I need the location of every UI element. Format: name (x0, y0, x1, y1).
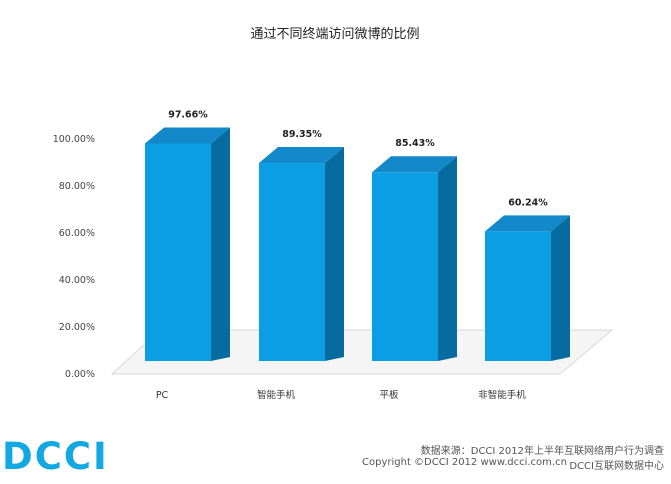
bar-front (259, 163, 325, 361)
footer: DCCI 数据来源：DCCI 2012年上半年互联网络用户行为调查 Copyri… (0, 424, 671, 484)
bar (372, 156, 457, 361)
bar-side (325, 147, 344, 361)
bar (145, 127, 230, 362)
chart-title: 通过不同终端访问微博的比例 (250, 26, 419, 42)
data-label: 85.43% (395, 138, 435, 149)
x-tick-label: 平板 (379, 389, 399, 401)
bar-top (372, 156, 457, 173)
y-tick-label: 20.00% (59, 322, 95, 333)
dcci-logo: DCCI (2, 435, 109, 478)
bar-side (438, 156, 457, 361)
copyright-text: Copyright ©DCCI 2012 www.dcci.com.cn (362, 457, 567, 468)
data-label: 97.66% (168, 109, 208, 120)
y-tick-label: 0.00% (65, 369, 95, 380)
bars (145, 127, 570, 362)
bar-chart: 通过不同终端访问微博的比例 0.00% 20.00% 40.00% 60.00% 80.… (53, 26, 614, 401)
y-tick-label: 100.00% (53, 134, 95, 145)
source-note: 数据来源：DCCI 2012年上半年互联网络用户行为调查 (420, 446, 664, 457)
data-label: 60.24% (508, 197, 548, 208)
bar-side (551, 215, 570, 361)
bar-front (485, 231, 551, 361)
value-labels: 97.66% 89.35% 85.43% 60.24% (168, 109, 548, 208)
x-axis: PC 智能手机 平板 非智能手机 (156, 389, 526, 401)
y-axis: 0.00% 20.00% 40.00% 60.00% 80.00% 100.00% (53, 134, 95, 380)
bar-top (145, 127, 230, 144)
data-label: 89.35% (282, 129, 322, 140)
y-tick-label: 80.00% (59, 181, 95, 192)
y-tick-label: 40.00% (59, 275, 95, 286)
x-tick-label: 智能手机 (257, 389, 296, 401)
bar (259, 147, 344, 361)
bar-top (485, 215, 570, 232)
bar (485, 215, 570, 361)
bar-side (211, 127, 230, 362)
y-tick-label: 60.00% (59, 228, 95, 239)
bar-front (372, 172, 438, 361)
x-tick-label: PC (156, 390, 169, 401)
bar-top (259, 147, 344, 164)
x-tick-label: 非智能手机 (478, 389, 526, 401)
organization-name: DCCI互联网数据中心 (569, 461, 664, 472)
bar-front (145, 143, 211, 361)
